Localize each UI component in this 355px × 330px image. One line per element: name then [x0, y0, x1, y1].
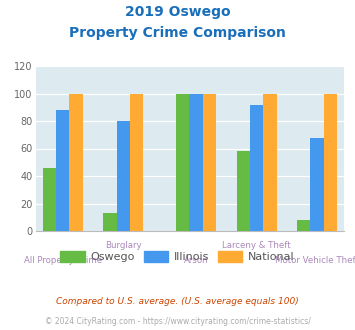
Text: Arson: Arson	[184, 256, 208, 265]
Bar	[176, 93, 189, 231]
Bar	[130, 93, 143, 231]
Text: © 2024 CityRating.com - https://www.cityrating.com/crime-statistics/: © 2024 CityRating.com - https://www.city…	[45, 317, 310, 326]
Text: Larceny & Theft: Larceny & Theft	[222, 241, 291, 250]
Bar	[70, 93, 83, 231]
Bar	[250, 105, 263, 231]
Bar	[56, 110, 70, 231]
Bar	[324, 93, 337, 231]
Bar	[203, 93, 216, 231]
Text: Property Crime Comparison: Property Crime Comparison	[69, 26, 286, 40]
Bar	[189, 93, 203, 231]
Bar	[263, 93, 277, 231]
Bar	[43, 168, 56, 231]
Bar	[103, 213, 117, 231]
Bar	[310, 138, 324, 231]
Text: Burglary: Burglary	[105, 241, 142, 250]
Text: 2019 Oswego: 2019 Oswego	[125, 5, 230, 19]
Bar	[117, 121, 130, 231]
Text: Motor Vehicle Theft: Motor Vehicle Theft	[275, 256, 355, 265]
Bar	[236, 151, 250, 231]
Legend: Oswego, Illinois, National: Oswego, Illinois, National	[56, 247, 299, 267]
Bar	[297, 220, 310, 231]
Text: All Property Crime: All Property Crime	[24, 256, 102, 265]
Text: Compared to U.S. average. (U.S. average equals 100): Compared to U.S. average. (U.S. average …	[56, 297, 299, 306]
